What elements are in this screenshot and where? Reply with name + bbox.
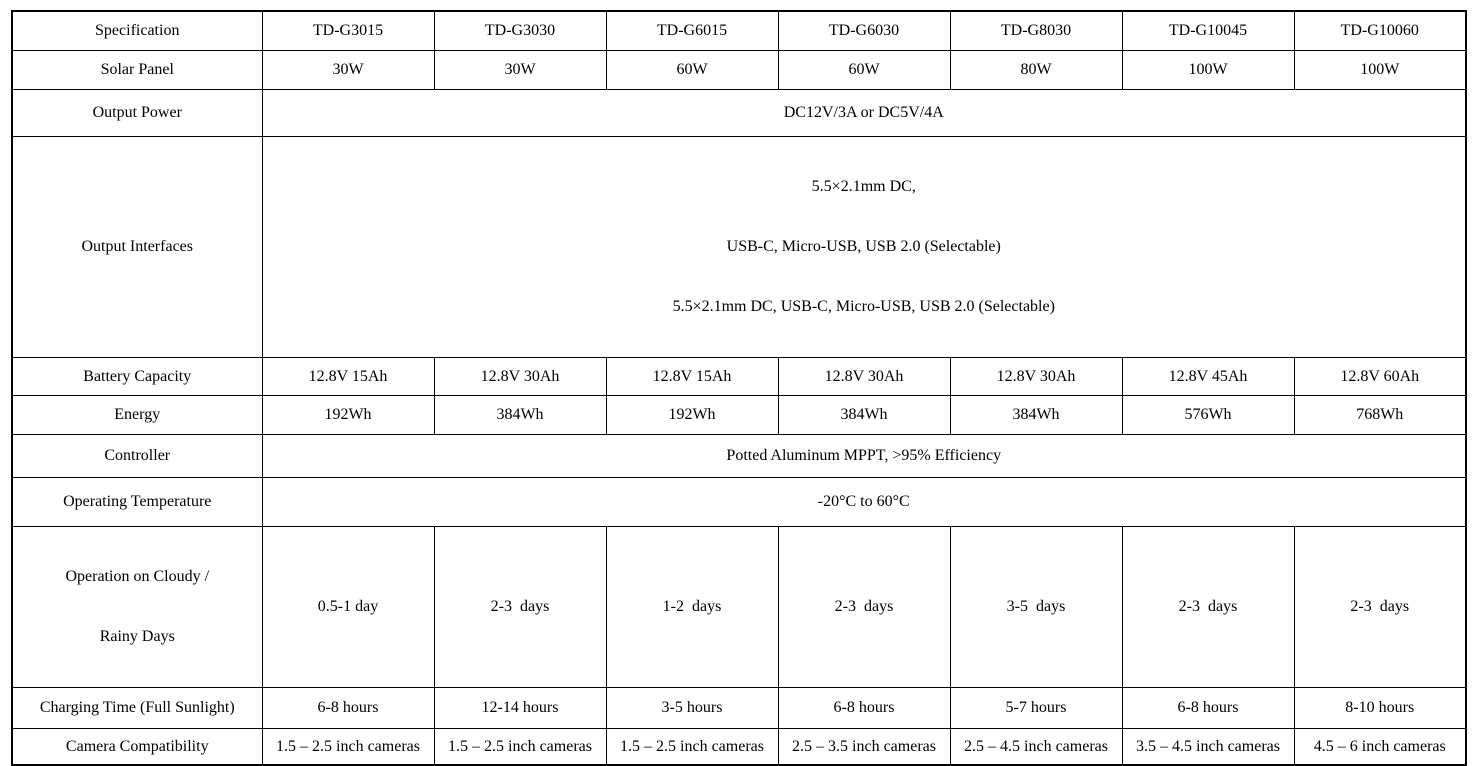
- column-header-model: TD-G6030: [777, 10, 951, 51]
- spec-cell: 4.5 – 6 inch cameras: [1293, 728, 1467, 766]
- spec-cell-merged: Potted Aluminum MPPT, >95% Efficiency: [261, 434, 1467, 478]
- spec-cell: 2-3 days: [1293, 526, 1467, 688]
- spec-cell: 60W: [605, 50, 779, 90]
- row-label: Controller: [11, 434, 263, 478]
- row-label: Operation on Cloudy / Rainy Days: [11, 526, 263, 688]
- table-row-energy: Energy 192Wh 384Wh 192Wh 384Wh 384Wh 576…: [11, 395, 1467, 435]
- spec-cell: 80W: [949, 50, 1123, 90]
- spec-cell: 1.5 – 2.5 inch cameras: [433, 728, 607, 766]
- spec-cell: 2-3 days: [1121, 526, 1295, 688]
- spec-cell: 1-2 days: [605, 526, 779, 688]
- row-label: Energy: [11, 395, 263, 435]
- row-label: Battery Capacity: [11, 357, 263, 396]
- column-header-specification: Specification: [11, 10, 263, 51]
- spec-cell: 30W: [433, 50, 607, 90]
- column-header-model: TD-G6015: [605, 10, 779, 51]
- spec-cell: 12.8V 15Ah: [605, 357, 779, 396]
- spec-cell: 2.5 – 3.5 inch cameras: [777, 728, 951, 766]
- spec-cell: 60W: [777, 50, 951, 90]
- interface-line: 5.5×2.1mm DC, USB-C, Micro-USB, USB 2.0 …: [672, 298, 1055, 315]
- spec-cell: 8-10 hours: [1293, 687, 1467, 729]
- table-row-output-power: Output Power DC12V/3A or DC5V/4A: [11, 89, 1467, 137]
- spec-cell: 12.8V 60Ah: [1293, 357, 1467, 396]
- row-label: Charging Time (Full Sunlight): [11, 687, 263, 729]
- spec-cell: 100W: [1121, 50, 1295, 90]
- column-header-model: TD-G8030: [949, 10, 1123, 51]
- table-row-cloudy-rainy-operation: Operation on Cloudy / Rainy Days 0.5-1 d…: [11, 526, 1467, 688]
- spec-cell: 12.8V 30Ah: [777, 357, 951, 396]
- spec-cell: 3-5 days: [949, 526, 1123, 688]
- spec-cell: 3.5 – 4.5 inch cameras: [1121, 728, 1295, 766]
- spec-cell: 12.8V 30Ah: [949, 357, 1123, 396]
- spec-cell-merged: 5.5×2.1mm DC, USB-C, Micro-USB, USB 2.0 …: [261, 136, 1467, 358]
- row-label: Operating Temperature: [11, 477, 263, 527]
- spec-cell: 6-8 hours: [261, 687, 435, 729]
- column-header-model: TD-G10060: [1293, 10, 1467, 51]
- table-row-solar-panel: Solar Panel 30W 30W 60W 60W 80W 100W 100…: [11, 50, 1467, 90]
- spec-cell: 12.8V 30Ah: [433, 357, 607, 396]
- spec-cell: 3-5 hours: [605, 687, 779, 729]
- column-header-model: TD-G3030: [433, 10, 607, 51]
- interface-line: USB-C, Micro-USB, USB 2.0 (Selectable): [726, 238, 1001, 255]
- spec-cell: 1.5 – 2.5 inch cameras: [605, 728, 779, 766]
- spec-cell: 12.8V 15Ah: [261, 357, 435, 396]
- spec-cell: 2-3 days: [433, 526, 607, 688]
- spec-cell: 2.5 – 4.5 inch cameras: [949, 728, 1123, 766]
- table-row-header: Specification TD-G3015 TD-G3030 TD-G6015…: [11, 10, 1467, 51]
- row-label-line: Operation on Cloudy /: [65, 568, 210, 585]
- column-header-model: TD-G10045: [1121, 10, 1295, 51]
- table-row-battery-capacity: Battery Capacity 12.8V 15Ah 12.8V 30Ah 1…: [11, 357, 1467, 396]
- spec-cell: 5-7 hours: [949, 687, 1123, 729]
- column-header-model: TD-G3015: [261, 10, 435, 51]
- specification-table: Specification TD-G3015 TD-G3030 TD-G6015…: [11, 10, 1467, 766]
- spec-cell: 1.5 – 2.5 inch cameras: [261, 728, 435, 766]
- spec-cell-merged: -20°C to 60°C: [261, 477, 1467, 527]
- spec-cell: 6-8 hours: [777, 687, 951, 729]
- table-row-charging-time: Charging Time (Full Sunlight) 6-8 hours …: [11, 687, 1467, 729]
- spec-cell: 192Wh: [605, 395, 779, 435]
- row-label: Solar Panel: [11, 50, 263, 90]
- table-row-output-interfaces: Output Interfaces 5.5×2.1mm DC, USB-C, M…: [11, 136, 1467, 358]
- table-row-operating-temperature: Operating Temperature -20°C to 60°C: [11, 477, 1467, 527]
- spec-cell: 12.8V 45Ah: [1121, 357, 1295, 396]
- spec-cell: 100W: [1293, 50, 1467, 90]
- spec-cell: 2-3 days: [777, 526, 951, 688]
- row-label: Camera Compatibility: [11, 728, 263, 766]
- spec-cell-merged: DC12V/3A or DC5V/4A: [261, 89, 1467, 137]
- spec-cell: 0.5-1 day: [261, 526, 435, 688]
- row-label: Output Interfaces: [11, 136, 263, 358]
- spec-cell: 384Wh: [433, 395, 607, 435]
- spec-cell: 6-8 hours: [1121, 687, 1295, 729]
- spec-cell: 768Wh: [1293, 395, 1467, 435]
- spec-cell: 384Wh: [949, 395, 1123, 435]
- spec-cell: 576Wh: [1121, 395, 1295, 435]
- spec-cell: 30W: [261, 50, 435, 90]
- table-row-controller: Controller Potted Aluminum MPPT, >95% Ef…: [11, 434, 1467, 478]
- spec-cell: 384Wh: [777, 395, 951, 435]
- spec-cell: 192Wh: [261, 395, 435, 435]
- spec-cell: 12-14 hours: [433, 687, 607, 729]
- row-label: Output Power: [11, 89, 263, 137]
- interface-line: 5.5×2.1mm DC,: [811, 178, 916, 195]
- row-label-line: Rainy Days: [99, 628, 175, 645]
- table-row-camera-compatibility: Camera Compatibility 1.5 – 2.5 inch came…: [11, 728, 1467, 766]
